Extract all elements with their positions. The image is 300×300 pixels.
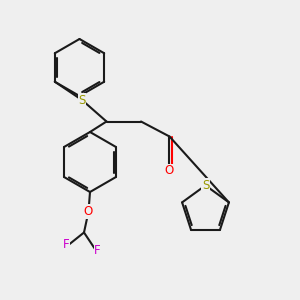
Text: S: S: [202, 179, 209, 192]
Text: O: O: [165, 164, 174, 178]
Text: S: S: [79, 94, 86, 106]
Text: F: F: [94, 244, 101, 257]
Text: F: F: [63, 238, 69, 251]
Text: O: O: [84, 205, 93, 218]
